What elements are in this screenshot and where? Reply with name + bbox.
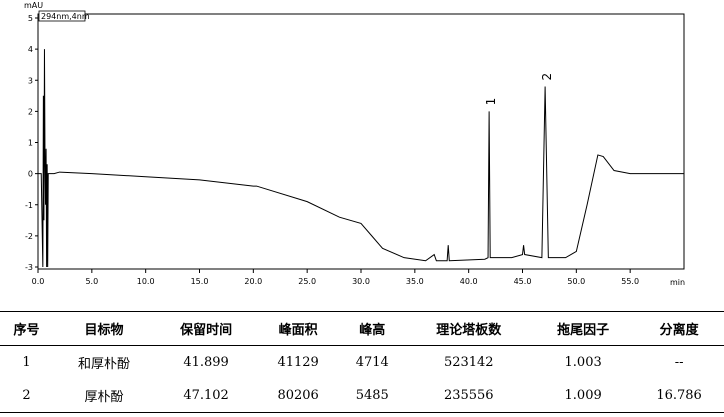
results-table: 序号 目标物 保留时间 峰面积 峰高 理论塔板数 拖尾因子 分离度 1 和厚朴酚 41.899 41… bbox=[0, 311, 724, 413]
x-tick-label: 50.0 bbox=[567, 277, 585, 286]
y-tick-label: 4 bbox=[28, 45, 33, 54]
header-cell: 目标物 bbox=[52, 311, 156, 346]
x-tick-label: 30.0 bbox=[352, 277, 370, 286]
x-tick-label: 55.0 bbox=[621, 277, 639, 286]
plot-frame bbox=[37, 13, 685, 270]
table-cell: 5485 bbox=[339, 379, 406, 413]
table-cell: 523142 bbox=[443, 355, 494, 370]
y-tick-label: 5 bbox=[28, 14, 33, 23]
header-cell: 峰面积 bbox=[257, 311, 340, 346]
chart: mAU 294nm,4nm min 5 4 3 2 1 0 -1 -2 -3 0.0 5.0 10.0… bbox=[24, 1, 685, 287]
x-tick-label: 15.0 bbox=[191, 277, 209, 286]
table-cell: 80206 bbox=[257, 379, 340, 413]
table-cell: 41129 bbox=[277, 355, 319, 370]
table-row: 1 和厚朴酚 41.899 41129 4714 523142 1.003 -- bbox=[0, 346, 724, 380]
table-cell: 1.009 bbox=[532, 379, 635, 413]
header-cell: 峰高 bbox=[339, 311, 406, 346]
y-tick-label: 3 bbox=[28, 76, 33, 85]
table-cell: 1 bbox=[22, 355, 31, 370]
table-cell: 47.102 bbox=[155, 379, 258, 413]
y-tick-label: 2 bbox=[28, 107, 33, 116]
table-cell: 16.786 bbox=[634, 379, 724, 413]
table-row: 2 厚朴酚 47.102 80206 5485 235556 1.009 16.786 bbox=[0, 379, 724, 413]
header-cell: 保留时间 bbox=[155, 311, 258, 346]
table-cell: 41.899 bbox=[183, 355, 229, 370]
table-cell: 厚朴酚 bbox=[52, 379, 156, 413]
legend-box bbox=[38, 10, 86, 22]
x-unit: min bbox=[670, 278, 685, 287]
table-cell: -- bbox=[674, 355, 684, 370]
y-tick-label: 1 bbox=[28, 139, 33, 148]
y-tick-label: -3 bbox=[25, 263, 33, 272]
trace bbox=[38, 49, 684, 268]
x-tick-label: 45.0 bbox=[514, 277, 532, 286]
x-tick-label: 10.0 bbox=[137, 277, 155, 286]
x-tick-label: 25.0 bbox=[298, 277, 316, 286]
y-tick-label: 0 bbox=[28, 170, 33, 179]
table-cell: 2 bbox=[0, 379, 53, 413]
y-tick-label: -1 bbox=[25, 201, 33, 210]
header-row: 序号 目标物 保留时间 峰面积 峰高 理论塔板数 拖尾因子 分离度 bbox=[0, 311, 724, 346]
x-tick-label: 20.0 bbox=[244, 277, 262, 286]
table-cell: 4714 bbox=[355, 355, 389, 370]
legend-label: 294nm,4nm bbox=[41, 12, 90, 21]
header-cell: 分离度 bbox=[634, 311, 724, 346]
table-body: 1 和厚朴酚 41.899 41129 4714 523142 1.003 -- 2 厚朴酚 47.… bbox=[0, 346, 724, 413]
table-cell: 和厚朴酚 bbox=[77, 357, 130, 372]
x-tick-label: 0.0 bbox=[32, 277, 45, 286]
y-tick-label: -2 bbox=[25, 232, 33, 241]
header-cell: 序号 bbox=[0, 311, 53, 346]
peak-label: 2 bbox=[540, 73, 554, 81]
y-unit: mAU bbox=[24, 1, 43, 10]
table-cell: 1.003 bbox=[564, 355, 602, 370]
peak-label: 1 bbox=[484, 98, 498, 106]
header-cell: 理论塔板数 bbox=[405, 311, 533, 346]
x-tick-label: 5.0 bbox=[85, 277, 98, 286]
x-tick-label: 40.0 bbox=[460, 277, 478, 286]
header-cell: 拖尾因子 bbox=[532, 311, 635, 346]
x-tick-label: 35.0 bbox=[406, 277, 424, 286]
table-cell: 235556 bbox=[405, 379, 533, 413]
